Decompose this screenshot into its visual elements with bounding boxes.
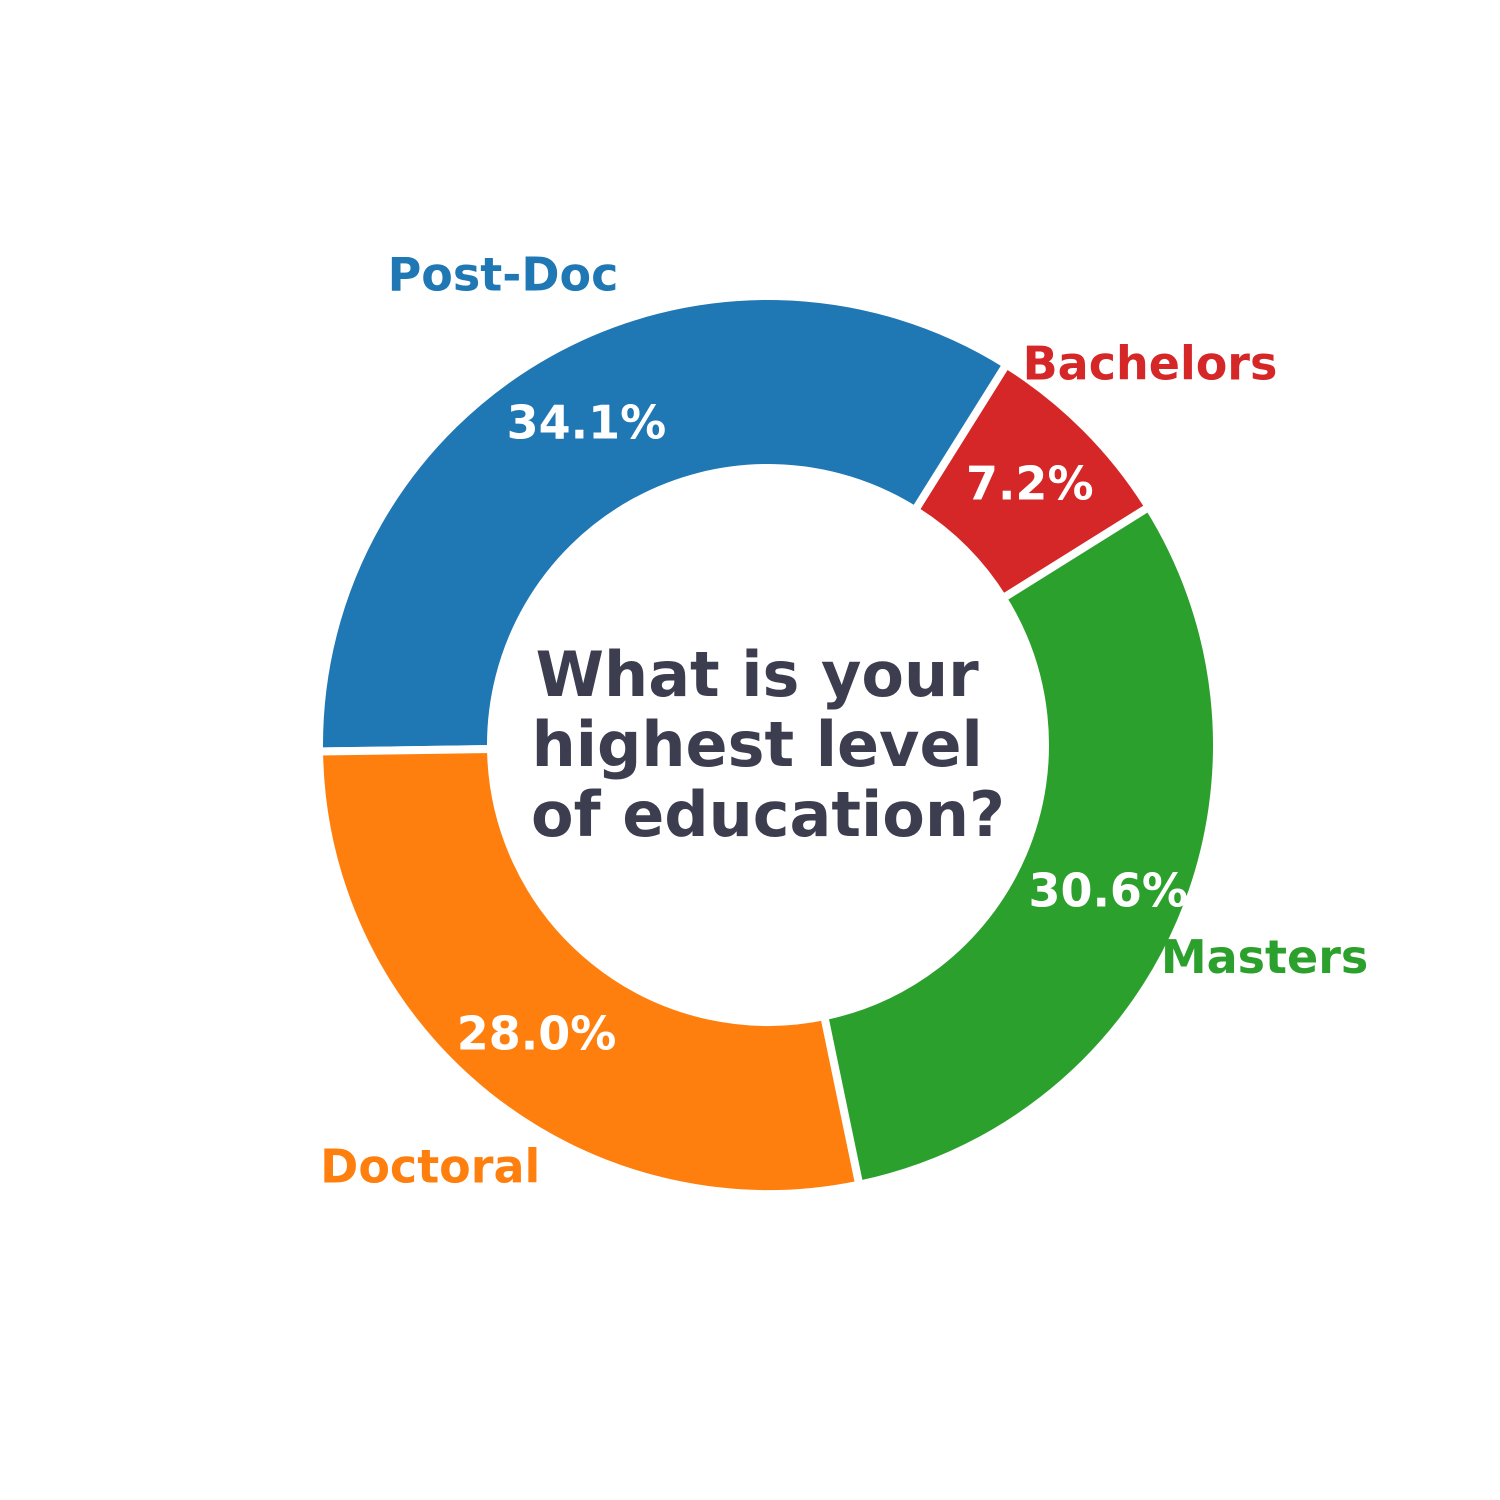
donut-slices — [314, 292, 1221, 1198]
percentage-labels: 7.2% 34.1% 28.0% 30.6% — [457, 396, 1188, 1061]
chart-title-line-1: What is your — [536, 638, 979, 711]
chart-title-line-2: highest level — [532, 708, 983, 781]
category-label-post-doc: Post-Doc — [388, 247, 619, 301]
chart-title: What is your highest level of education? — [531, 638, 1005, 851]
percent-label-post-doc: 34.1% — [507, 396, 667, 450]
category-label-bachelors: Bachelors — [1023, 336, 1278, 390]
percent-label-bachelors: 7.2% — [966, 456, 1094, 510]
slice-doctoral — [314, 744, 865, 1198]
category-label-masters: Masters — [1161, 930, 1368, 984]
slice-masters — [819, 501, 1221, 1190]
category-labels: Bachelors Post-Doc Doctoral Masters — [320, 247, 1368, 1193]
category-label-doctoral: Doctoral — [320, 1139, 540, 1193]
slice-post-doc — [315, 292, 1012, 756]
chart-title-line-3: of education? — [531, 778, 1005, 851]
percent-label-masters: 30.6% — [1028, 863, 1188, 917]
percent-label-doctoral: 28.0% — [457, 1007, 617, 1061]
